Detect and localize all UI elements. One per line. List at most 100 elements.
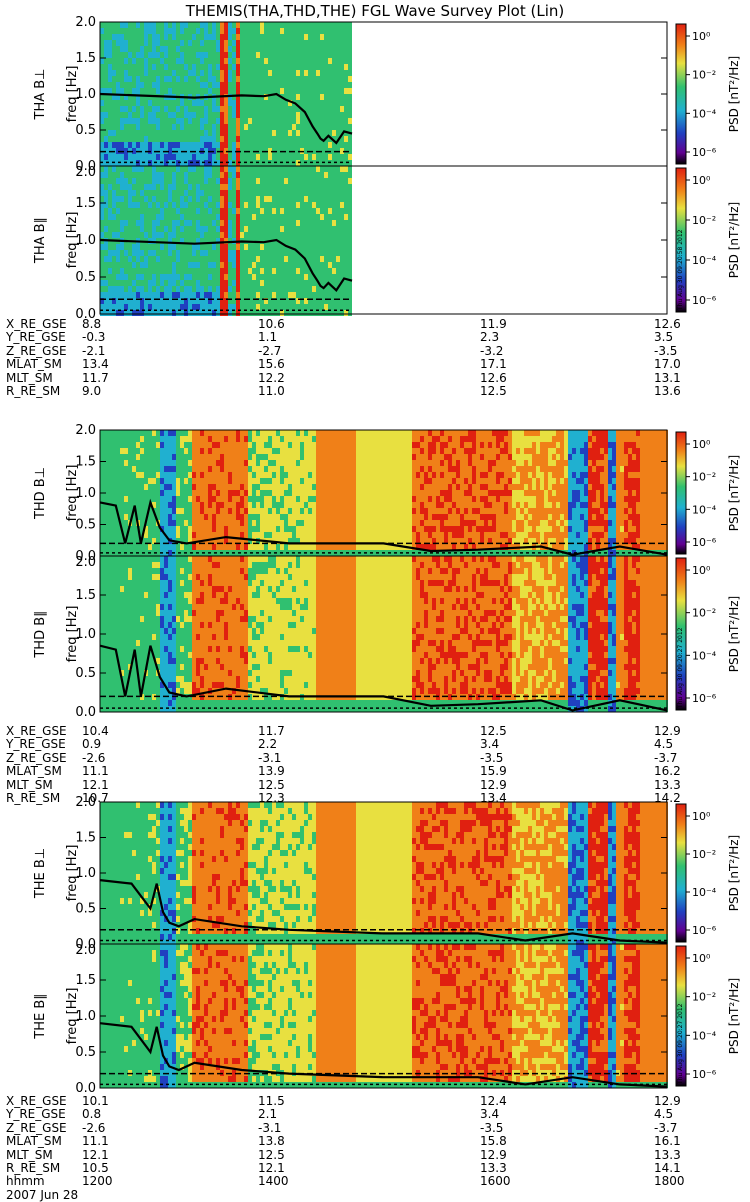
ephemeris-row-name: Z_RE_GSE xyxy=(6,752,67,765)
ephemeris-value: 0.9 xyxy=(82,738,101,751)
colorbar-tick-label: 10⁰ xyxy=(692,30,711,43)
y-tick-label: 2.0 xyxy=(75,423,96,438)
colorbar-tick-label: 10⁰ xyxy=(692,952,711,965)
ephemeris-value: 15.9 xyxy=(480,765,507,778)
ephemeris-value: 12.6 xyxy=(480,372,507,385)
colorbar-tick-label: 10⁻⁴ xyxy=(692,254,717,267)
ephemeris-value: 1400 xyxy=(258,1175,289,1188)
ephemeris-value: -3.1 xyxy=(258,752,281,765)
y-tick-label: 2.0 xyxy=(75,555,96,570)
ephemeris-row: Z_RE_GSE-2.6-3.1-3.5-3.7 xyxy=(6,1122,726,1135)
ephemeris-row-name: hhmm xyxy=(6,1175,45,1188)
ephemeris-value: 17.0 xyxy=(654,358,681,371)
colorbar-tick-label: 10⁻⁶ xyxy=(692,146,717,159)
ephemeris-value: 10.1 xyxy=(82,1095,109,1108)
y-tick-label: 2.0 xyxy=(75,165,96,180)
freq-axis-label: freq [Hz] xyxy=(65,212,80,269)
psd-axis-label: PSD [nT²/Hz] xyxy=(727,835,741,911)
panel-label: THD B⊥ xyxy=(33,467,48,520)
ephemeris-value: 12.5 xyxy=(480,725,507,738)
ephemeris-row-name: X_RE_GSE xyxy=(6,1095,67,1108)
ephemeris-row: Z_RE_GSE -2.6 -3.1 -3.5 -3.7 xyxy=(6,752,726,765)
colorbar-tick-label: 10⁻⁶ xyxy=(692,1068,717,1081)
ephemeris-value: 10.4 xyxy=(82,725,109,738)
ephemeris-value: 3.4 xyxy=(480,738,499,751)
ephemeris-value: -3.5 xyxy=(480,752,503,765)
ephemeris-value: 10.5 xyxy=(82,1162,109,1175)
colorbar-tick-label: 10⁻² xyxy=(692,214,716,227)
ephemeris-row-name: MLT_SM xyxy=(6,372,53,385)
ephemeris-value: 2.3 xyxy=(480,331,499,344)
ephemeris-value: 1200 xyxy=(82,1175,113,1188)
y-tick-label: 1.5 xyxy=(75,588,96,603)
ephemeris-value: 9.0 xyxy=(82,385,101,398)
y-tick-label: 0.5 xyxy=(75,123,96,138)
ephemeris-value: 17.1 xyxy=(480,358,507,371)
ephemeris-row-name: Z_RE_GSE xyxy=(6,345,67,358)
generation-timestamp: Thu Aug 30 09:20:58 2012 xyxy=(677,229,684,311)
ephemeris-value: -3.1 xyxy=(258,1122,281,1135)
panel-label: THE B∥ xyxy=(33,993,48,1039)
ephemeris-row-name: MLT_SM xyxy=(6,1149,53,1162)
ephemeris-value: -3.7 xyxy=(654,1122,677,1135)
plot-date: 2007 Jun 28 xyxy=(6,1189,726,1202)
psd-axis-label: PSD [nT²/Hz] xyxy=(727,455,741,531)
colorbar-tick-label: 10⁻⁴ xyxy=(692,1029,717,1042)
colorbar-tick-label: 10⁻⁶ xyxy=(692,294,717,307)
y-tick-label: 0.0 xyxy=(75,705,96,720)
y-tick-label: 0.5 xyxy=(75,666,96,681)
ephemeris-value: -2.6 xyxy=(82,752,105,765)
ephemeris-value: 14.1 xyxy=(654,1162,681,1175)
ephemeris-row-name: Y_RE_GSE xyxy=(6,331,66,344)
ephemeris-value: 15.8 xyxy=(480,1135,507,1148)
ephemeris-row-name: Y_RE_GSE xyxy=(6,738,66,751)
colorbar-tick-label: 10⁻² xyxy=(692,471,716,484)
ephemeris-row-name: X_RE_GSE xyxy=(6,725,67,738)
colorbar-tick-label: 10⁻² xyxy=(692,991,716,1004)
ephemeris-value: 12.9 xyxy=(480,1149,507,1162)
colorbar-tick-label: 10⁻² xyxy=(692,69,716,82)
ephemeris-value: -2.1 xyxy=(82,345,105,358)
psd-axis-label: PSD [nT²/Hz] xyxy=(727,202,741,278)
colorbar xyxy=(676,24,686,164)
psd-axis-label: PSD [nT²/Hz] xyxy=(727,56,741,132)
colorbar-tick-label: 10⁻² xyxy=(692,607,716,620)
ephemeris-row-name: X_RE_GSE xyxy=(6,318,67,331)
freq-axis-label: freq [Hz] xyxy=(65,845,80,902)
ephemeris-value: 2.1 xyxy=(258,1108,277,1121)
ephemeris-value: -3.5 xyxy=(654,345,677,358)
panel-label: THA B⊥ xyxy=(33,69,48,121)
generation-timestamp: Thu Aug 30 09:20:27 2012 xyxy=(677,627,684,709)
ephemeris-row-name: Z_RE_GSE xyxy=(6,1122,67,1135)
ephemeris-value: -0.3 xyxy=(82,331,105,344)
ephemeris-value: 13.3 xyxy=(654,1149,681,1162)
ephemeris-row-name: R_RE_SM xyxy=(6,792,60,805)
ephemeris-value: 12.9 xyxy=(654,725,681,738)
ephemeris-row-name: R_RE_SM xyxy=(6,385,60,398)
ephemeris-value: 12.1 xyxy=(258,1162,285,1175)
colorbar-tick-label: 10⁻⁴ xyxy=(692,503,717,516)
ephemeris-value: 12.5 xyxy=(480,385,507,398)
ephemeris-value: 13.6 xyxy=(654,385,681,398)
colorbar-tick-label: 10⁰ xyxy=(692,438,711,451)
colorbar-tick-label: 10⁻⁶ xyxy=(692,924,717,937)
y-tick-label: 1.5 xyxy=(75,51,96,66)
ephemeris-value: -3.7 xyxy=(654,752,677,765)
ephemeris-value: 14.2 xyxy=(654,792,681,805)
ephemeris-value: 13.4 xyxy=(82,358,109,371)
ephemeris-value: 11.5 xyxy=(258,1095,285,1108)
